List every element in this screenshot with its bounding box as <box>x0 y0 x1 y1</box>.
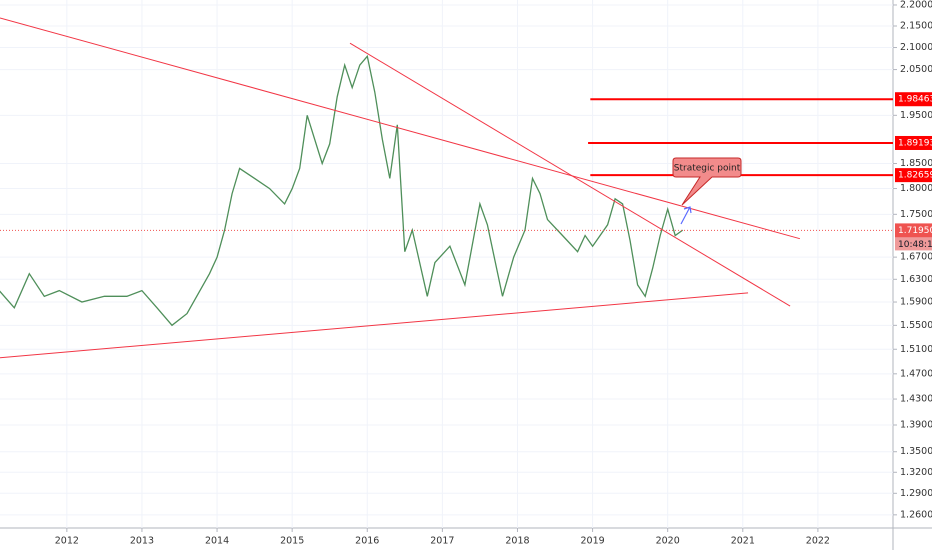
countdown-box <box>895 237 932 251</box>
y-tick-label: 1.75000 <box>900 209 932 220</box>
x-tick-label: 2022 <box>806 536 830 547</box>
y-tick-label: 2.15000 <box>900 21 932 32</box>
x-tick-label: 2018 <box>505 536 529 547</box>
y-tick-label: 1.51000 <box>900 344 932 355</box>
x-tick-label: 2019 <box>580 536 604 547</box>
y-tick-label: 1.35000 <box>900 446 932 457</box>
y-tick-label: 2.10000 <box>900 42 932 53</box>
x-tick-label: 2020 <box>656 536 680 547</box>
level-label: 1.98463 <box>898 95 932 105</box>
level-label-box <box>895 92 932 107</box>
arrow <box>680 206 692 225</box>
y-tick-label: 1.26000 <box>900 509 932 520</box>
y-tick-label: 1.29000 <box>900 488 932 499</box>
x-tick-label: 2013 <box>130 536 154 547</box>
y-tick-label: 2.20000 <box>900 0 932 10</box>
y-tick-label: 1.63000 <box>900 274 932 285</box>
countdown-label: 10:48:16 <box>898 240 932 250</box>
x-tick-label: 2014 <box>205 536 229 547</box>
x-tick-label: 2012 <box>55 536 79 547</box>
trendline <box>0 292 749 359</box>
level-label: 1.89193 <box>898 138 932 148</box>
y-tick-label: 2.05000 <box>900 64 932 75</box>
annotation-callout <box>672 157 742 206</box>
y-tick-label: 1.43000 <box>900 394 932 405</box>
y-tick-label: 1.80000 <box>900 183 932 194</box>
level-label-box <box>895 135 932 150</box>
y-tick-label: 1.67000 <box>900 252 932 263</box>
trendline <box>349 42 791 307</box>
y-tick-label: 1.85000 <box>900 158 932 169</box>
annotation-text: Strategic point <box>674 164 741 174</box>
x-tick-label: 2021 <box>731 536 755 547</box>
x-tick-label: 2016 <box>355 536 379 547</box>
y-tick-label: 1.95000 <box>900 110 932 121</box>
y-tick-label: 1.47000 <box>900 368 932 379</box>
level-label-box <box>895 168 932 183</box>
x-tick-label: 2017 <box>430 536 454 547</box>
y-tick-label: 1.59000 <box>900 297 932 308</box>
y-tick-label: 1.39000 <box>900 420 932 431</box>
x-tick-label: 2015 <box>280 536 304 547</box>
y-tick-label: 1.32000 <box>900 467 932 478</box>
current-price-box <box>895 223 932 238</box>
price-line <box>0 54 684 327</box>
trendline <box>0 17 801 240</box>
level-label: 1.82659 <box>898 171 932 181</box>
current-price-label: 1.71950 <box>898 226 932 236</box>
y-tick-label: 1.55000 <box>900 320 932 331</box>
